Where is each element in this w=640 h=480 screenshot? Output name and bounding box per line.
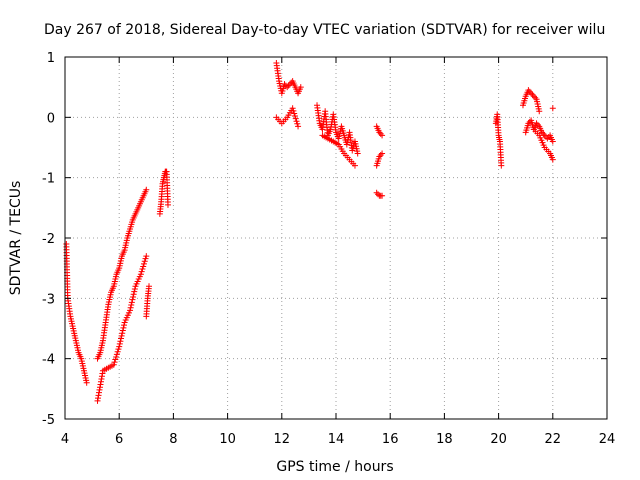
- x-tick-label: 12: [274, 432, 291, 447]
- data-point: [113, 351, 120, 358]
- data-point: [142, 255, 149, 262]
- data-point: [116, 343, 123, 350]
- data-point: [544, 135, 551, 142]
- x-tick-label: 20: [490, 432, 507, 447]
- x-tick-label: 10: [219, 432, 236, 447]
- data-point: [131, 285, 138, 292]
- x-tick-label: 6: [115, 432, 123, 447]
- data-point: [117, 338, 124, 345]
- data-point: [110, 361, 117, 368]
- y-tick-label: -1: [42, 172, 55, 187]
- x-tick-label: 22: [545, 432, 562, 447]
- data-point: [127, 304, 134, 311]
- data-point: [112, 356, 119, 363]
- data-point: [294, 120, 301, 127]
- data-point: [119, 330, 126, 337]
- data-point: [113, 353, 120, 360]
- data-point: [290, 107, 297, 114]
- data-point: [528, 90, 535, 97]
- data-point: [292, 115, 299, 122]
- x-tick-label: 24: [599, 432, 616, 447]
- data-point: [295, 123, 302, 130]
- data-point: [164, 201, 171, 208]
- data-point: [549, 138, 556, 145]
- data-point: [83, 379, 90, 386]
- data-point: [128, 302, 135, 309]
- data-point: [139, 266, 146, 273]
- y-tick-label: -4: [42, 353, 55, 368]
- data-point: [297, 84, 304, 91]
- data-point: [291, 110, 298, 117]
- data-point: [351, 162, 358, 169]
- y-tick-label: 1: [47, 51, 55, 66]
- data-point: [118, 332, 125, 339]
- data-point: [143, 186, 150, 193]
- data-point: [120, 324, 127, 331]
- y-tick-label: -3: [42, 292, 55, 307]
- data-point: [119, 327, 126, 334]
- data-point: [129, 296, 136, 303]
- data-point: [549, 156, 556, 163]
- data-point: [118, 335, 125, 342]
- data-point: [115, 346, 122, 353]
- data-point: [549, 105, 556, 112]
- data-point: [354, 150, 361, 157]
- x-axis-label: GPS time / hours: [276, 459, 393, 475]
- data-point: [530, 93, 537, 100]
- y-tick-label: -5: [42, 413, 55, 428]
- data-point: [286, 81, 293, 88]
- data-point: [127, 307, 134, 314]
- data-point: [379, 192, 386, 199]
- data-point: [137, 271, 144, 278]
- data-point: [293, 118, 300, 125]
- data-point: [379, 132, 386, 139]
- y-axis-label: SDTVAR / TECUs: [8, 181, 24, 296]
- data-point: [146, 283, 153, 290]
- data-point: [116, 340, 123, 347]
- x-tick-label: 18: [436, 432, 453, 447]
- data-point: [128, 299, 135, 306]
- data-point: [130, 293, 137, 300]
- data-points: [63, 60, 556, 404]
- data-point: [130, 291, 137, 298]
- data-point: [291, 113, 298, 120]
- grid: [65, 57, 607, 419]
- data-point: [143, 253, 150, 260]
- data-point: [140, 260, 147, 267]
- data-point: [536, 108, 543, 115]
- y-tick-label: -2: [42, 232, 55, 247]
- data-point: [114, 348, 121, 355]
- data-point: [138, 268, 145, 275]
- data-point: [121, 322, 128, 329]
- data-point: [140, 263, 147, 270]
- data-point: [284, 84, 291, 91]
- chart-title: Day 267 of 2018, Sidereal Day-to-day VTE…: [44, 22, 605, 38]
- data-point: [375, 191, 382, 198]
- data-point: [111, 359, 118, 366]
- x-tick-label: 8: [169, 432, 177, 447]
- y-tick-label: 0: [47, 111, 55, 126]
- data-point: [289, 105, 296, 112]
- data-point: [379, 150, 386, 157]
- data-point: [141, 258, 148, 265]
- x-tick-label: 16: [382, 432, 399, 447]
- x-tick-label: 14: [328, 432, 345, 447]
- data-point: [373, 189, 380, 196]
- data-point: [131, 288, 138, 295]
- data-point: [498, 162, 505, 169]
- x-tick-label: 4: [61, 432, 69, 447]
